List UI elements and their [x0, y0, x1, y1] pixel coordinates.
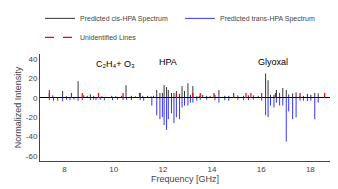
svg-text:C₂H₄+ O₃: C₂H₄+ O₃: [96, 59, 135, 69]
svg-text:18: 18: [306, 165, 315, 174]
svg-text:12: 12: [158, 165, 167, 174]
svg-text:Glyoxal: Glyoxal: [258, 57, 288, 67]
svg-text:Normalized Intensity: Normalized Intensity: [13, 66, 23, 148]
svg-text:HPA: HPA: [159, 57, 177, 67]
svg-text:Frequency [GHz]: Frequency [GHz]: [151, 174, 219, 184]
svg-text:14: 14: [208, 165, 217, 174]
svg-text:Predicted trans-HPA Spectrum: Predicted trans-HPA Spectrum: [220, 15, 315, 23]
svg-text:20: 20: [28, 74, 37, 83]
svg-text:-20: -20: [26, 113, 38, 122]
svg-text:8: 8: [62, 165, 67, 174]
svg-text:10: 10: [109, 165, 118, 174]
svg-text:16: 16: [257, 165, 266, 174]
svg-text:-60: -60: [26, 152, 38, 161]
svg-text:Unidentified Lines: Unidentified Lines: [80, 34, 136, 41]
svg-text:-40: -40: [26, 132, 38, 141]
svg-text:Predicted cis-HPA Spectrum: Predicted cis-HPA Spectrum: [80, 15, 168, 23]
svg-text:40: 40: [28, 55, 37, 64]
svg-text:0: 0: [33, 94, 38, 103]
